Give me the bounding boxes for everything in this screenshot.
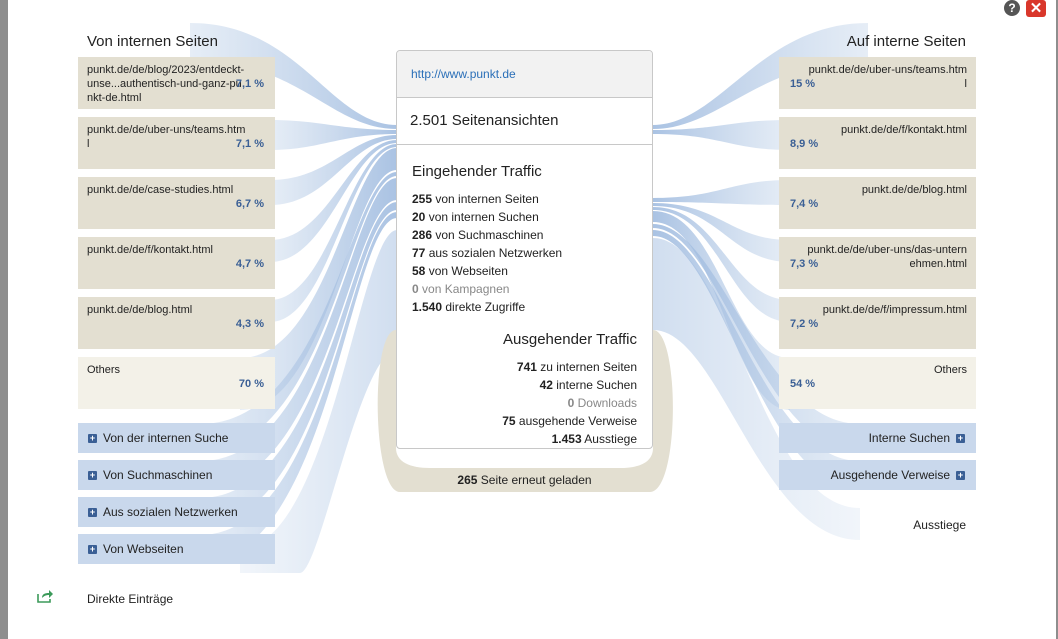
left-node-4[interactable]: punkt.de/de/f/kontakt.html 4,7 % (78, 237, 275, 289)
flow-left-3 (270, 135, 397, 205)
left-node-1[interactable]: punkt.de/de/blog/2023/entdeckt-unse...au… (78, 57, 275, 109)
node-url: punkt.de/de/f/impressum.html (822, 304, 967, 316)
expander-internal-searches[interactable]: Interne Suchen + (779, 423, 976, 453)
flow-right-1 (653, 23, 868, 129)
incoming-row: 1.540 direkte Zugriffe (412, 300, 526, 314)
right-node-1[interactable]: punkt.de/de/uber-uns/teams.html 15 % (779, 57, 976, 109)
node-url: punkt.de/de/uber-uns/teams.html (808, 64, 967, 90)
incoming-traffic-title: Eingehender Traffic (412, 163, 542, 180)
plus-icon: + (956, 433, 965, 444)
expander-label: Von Webseiten (103, 542, 184, 556)
page-summary-card: http://www.punkt.de 2.501 Seitenansichte… (396, 50, 653, 449)
page-views: 2.501 Seitenansichten (397, 98, 652, 145)
node-url: punkt.de/de/f/kontakt.html (87, 244, 213, 256)
node-percent: 4,7 % (235, 258, 264, 270)
flow-left-6 (240, 148, 397, 410)
node-url: punkt.de/de/f/kontakt.html (841, 124, 967, 136)
flow-right-5 (653, 207, 790, 322)
incoming-row: 58 von Webseiten (412, 264, 508, 278)
flow-left-2 (270, 120, 397, 150)
flow-left-direct (240, 230, 397, 573)
node-url: Others (933, 364, 967, 376)
exits-label: Ausstiege (913, 518, 966, 532)
expander-social-networks[interactable]: + Aus sozialen Netzwerken (78, 497, 275, 527)
plus-icon: + (88, 433, 97, 444)
node-url: Others (87, 364, 121, 376)
node-percent: 70 % (238, 378, 264, 390)
node-url: punkt.de/de/uber-uns/teams.html (87, 124, 246, 150)
node-percent: 4,3 % (235, 318, 264, 330)
left-node-3[interactable]: punkt.de/de/case-studies.html 6,7 % (78, 177, 275, 229)
right-node-3[interactable]: punkt.de/de/blog.html 7,4 % (779, 177, 976, 229)
outgoing-traffic-title: Ausgehender Traffic (503, 331, 637, 348)
plus-icon: + (88, 470, 97, 481)
left-node-2[interactable]: punkt.de/de/uber-uns/teams.html 7,1 % (78, 117, 275, 169)
flow-right-4 (653, 203, 790, 262)
right-node-5[interactable]: punkt.de/de/f/impressum.html 7,2 % (779, 297, 976, 349)
share-arrow-icon (37, 590, 53, 603)
outgoing-traffic-list: 741 zu internen Seiten 42 interne Suchen… (502, 358, 637, 448)
right-node-4[interactable]: punkt.de/de/uber-uns/das-unternehmen.htm… (779, 237, 976, 289)
incoming-row: 286 von Suchmaschinen (412, 228, 544, 242)
expander-outgoing-links[interactable]: Ausgehende Verweise + (779, 460, 976, 490)
right-node-2[interactable]: punkt.de/de/f/kontakt.html 8,9 % (779, 117, 976, 169)
flow-right-exits (653, 238, 860, 540)
reload-label: 265 Seite erneut geladen (457, 473, 592, 487)
right-heading: Auf interne Seiten (846, 33, 966, 50)
node-percent: 8,9 % (790, 138, 819, 150)
expander-websites[interactable]: + Von Webseiten (78, 534, 275, 564)
left-heading: Von internen Seiten (87, 33, 218, 50)
page-url-link[interactable]: http://www.punkt.de (397, 51, 652, 98)
incoming-row: 77 aus sozialen Netzwerken (412, 246, 563, 260)
flow-right-3 (653, 180, 790, 205)
node-percent: 7,2 % (790, 318, 819, 330)
outgoing-row: 0 Downloads (567, 396, 637, 410)
flow-left-5 (270, 144, 397, 322)
incoming-row: 20 von internen Suchen (412, 210, 539, 224)
node-url: punkt.de/de/blog/2023/entdeckt-unse...au… (87, 64, 245, 104)
direct-entries-label[interactable]: Direkte Einträge (87, 592, 174, 606)
flow-left-8 (200, 178, 397, 489)
node-percent: 7,4 % (790, 198, 819, 210)
outgoing-row: 42 interne Suchen (539, 378, 637, 392)
plus-icon: + (88, 544, 97, 555)
flow-right-2 (653, 120, 790, 150)
right-node-others[interactable]: Others 54 % (779, 357, 976, 409)
outgoing-row: 75 ausgehende Verweise (502, 414, 637, 428)
node-percent: 15 % (790, 78, 816, 90)
plus-icon: + (88, 507, 97, 518)
incoming-row: 255 von internen Seiten (412, 192, 539, 206)
node-percent: 6,7 % (235, 198, 264, 210)
flow-left-1 (190, 23, 397, 129)
outgoing-row: 741 zu internen Seiten (516, 360, 637, 374)
expander-internal-search[interactable]: + Von der internen Suche (78, 423, 275, 453)
node-percent: 54 % (790, 378, 816, 390)
plus-icon: + (956, 470, 965, 481)
left-node-others[interactable]: Others 70 % (78, 357, 275, 409)
question-icon[interactable]: ? (1004, 0, 1020, 16)
node-url: punkt.de/de/uber-uns/das-unternehmen.htm… (807, 244, 967, 270)
outgoing-row: 1.453 Ausstiege (551, 432, 637, 446)
close-icon[interactable]: ✕ (1026, 0, 1046, 17)
incoming-traffic-list: 255 von internen Seiten 20 von internen … (412, 190, 562, 316)
expander-search-engines[interactable]: + Von Suchmaschinen (78, 460, 275, 490)
incoming-row: 0 von Kampagnen (412, 282, 510, 296)
node-percent: 7,1 % (235, 78, 264, 90)
expander-label: Von der internen Suche (103, 431, 229, 445)
expander-label: Ausgehende Verweise (830, 468, 950, 482)
expander-label: Aus sozialen Netzwerken (103, 505, 238, 519)
reload-loop (377, 330, 673, 492)
expander-label: Interne Suchen (868, 431, 950, 445)
node-url: punkt.de/de/case-studies.html (87, 184, 234, 196)
node-percent: 7,3 % (790, 258, 819, 270)
window-frame-left (0, 0, 8, 639)
node-percent: 7,1 % (235, 138, 264, 150)
node-url: punkt.de/de/blog.html (861, 184, 967, 196)
window-frame-right (1056, 0, 1058, 639)
flow-left-4 (270, 140, 397, 262)
node-url: punkt.de/de/blog.html (87, 304, 193, 316)
left-node-5[interactable]: punkt.de/de/blog.html 4,3 % (78, 297, 275, 349)
expander-label: Von Suchmaschinen (103, 468, 213, 482)
